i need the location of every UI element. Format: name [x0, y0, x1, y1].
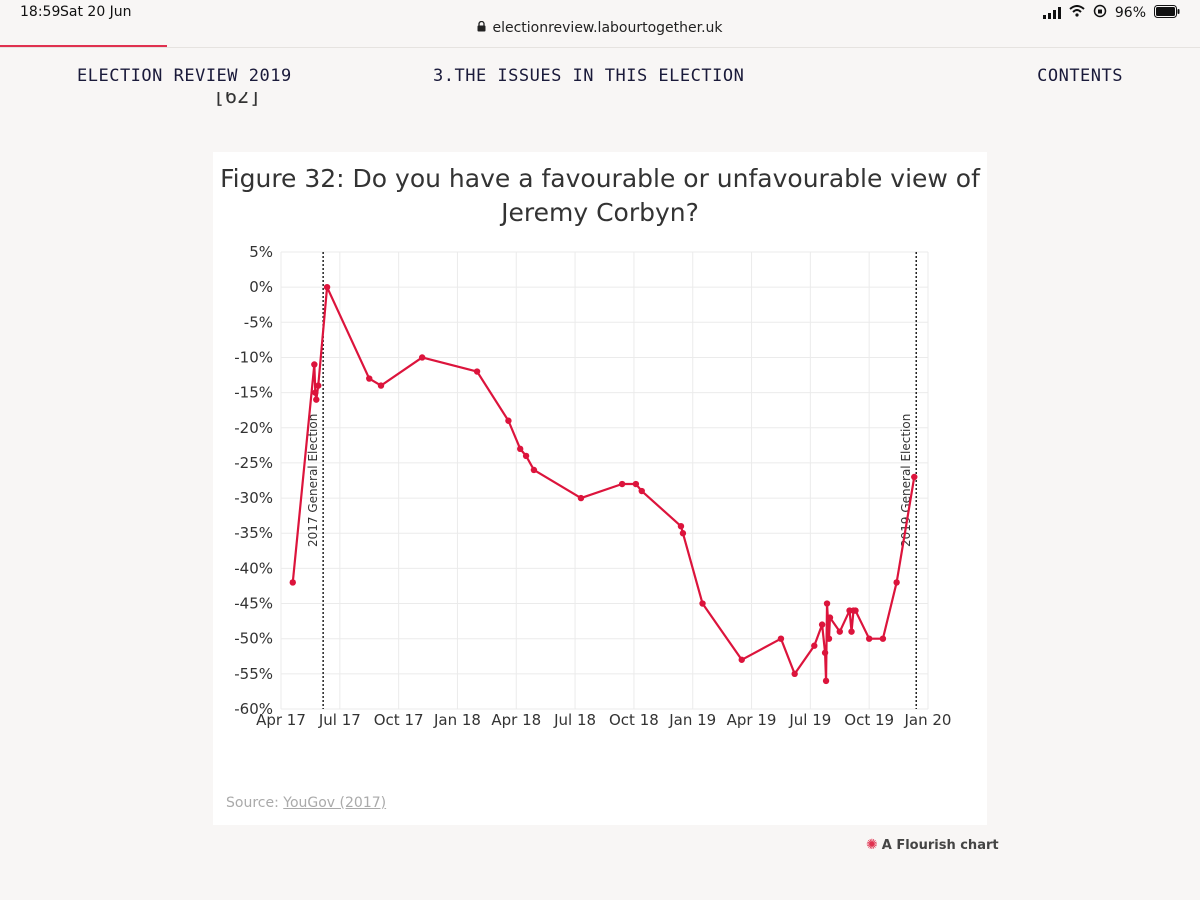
nav-section-title[interactable]: 3.THE ISSUES IN THIS ELECTION	[433, 66, 745, 86]
lock-icon	[477, 20, 486, 36]
data-point	[638, 487, 645, 495]
status-right: 96%	[1042, 4, 1180, 22]
url-text: electionreview.labourtogether.uk	[492, 20, 723, 36]
data-point	[777, 635, 785, 642]
battery-percent: 96%	[1114, 5, 1146, 21]
chart-title: Figure 32: Do you have a favourable or u…	[220, 164, 980, 227]
x-tick-label: Apr 17	[256, 711, 306, 729]
nav-contents-link[interactable]: CONTENTS	[1037, 66, 1123, 86]
data-point	[632, 480, 640, 488]
y-tick-label: -10%	[234, 348, 273, 366]
y-tick-label: -50%	[234, 630, 273, 648]
y-tick-label: -40%	[234, 559, 273, 577]
x-tick-label: Jan 18	[433, 711, 481, 729]
battery-icon	[1154, 4, 1180, 22]
y-tick-label: -55%	[234, 665, 273, 683]
data-point	[821, 649, 829, 656]
x-tick-label: Jan 19	[668, 711, 716, 729]
flourish-credit[interactable]: ✺ A Flourish chart	[866, 837, 999, 853]
data-point	[418, 354, 426, 361]
data-point	[311, 361, 318, 368]
y-tick-label: -60%	[234, 700, 273, 718]
progress-indicator	[0, 45, 167, 48]
data-point	[822, 677, 830, 685]
source-link[interactable]: YouGov (2017)	[283, 795, 387, 811]
data-point	[791, 670, 798, 678]
x-tick-label: Jan 20	[904, 711, 952, 729]
data-point	[699, 600, 706, 607]
footnote-ref: [62]	[213, 92, 273, 114]
data-point	[836, 628, 843, 635]
data-point	[522, 452, 530, 460]
data-point	[825, 635, 833, 642]
status-date: Sat 20 Jun	[60, 4, 132, 20]
line-chart: 5% 0% -5% -10% -15% -20% -25% -30% -35% -40% -45% -…	[234, 243, 952, 729]
data-point	[879, 635, 887, 642]
data-point	[848, 628, 855, 635]
nav-home-link[interactable]: ELECTION REVIEW 2019	[77, 66, 292, 86]
data-point	[505, 417, 512, 424]
header-divider	[0, 47, 1200, 48]
x-tick-label: Oct 17	[374, 711, 424, 729]
election-marker-label: 2019 General Election	[899, 414, 913, 547]
election-marker-label: 2017 General Election	[306, 414, 320, 547]
x-tick-label: Oct 19	[844, 711, 894, 729]
flourish-logo-icon: ✺	[866, 837, 878, 853]
data-point	[312, 389, 319, 396]
orientation-lock-icon	[1093, 4, 1107, 22]
data-point	[377, 382, 385, 389]
data-point	[865, 635, 873, 642]
data-point	[893, 579, 900, 586]
series-line	[291, 286, 916, 682]
y-tick-label: -20%	[234, 419, 273, 437]
source-label: Source:	[226, 795, 279, 811]
y-tick-label: 5%	[249, 243, 273, 261]
x-tick-label: Jul 17	[318, 711, 361, 729]
status-time: 18:59	[20, 4, 61, 20]
data-point	[811, 642, 818, 649]
y-tick-label: -30%	[234, 489, 273, 507]
data-point	[823, 600, 831, 607]
flourish-label: A Flourish chart	[881, 837, 999, 853]
data-point	[618, 480, 626, 488]
y-tick-label: -5%	[244, 313, 273, 331]
chart-card: Figure 32: Do you have a favourable or u…	[213, 152, 987, 825]
chart-source: Source: YouGov (2017)	[226, 795, 386, 811]
y-tick-label: -35%	[234, 524, 273, 542]
data-point	[323, 283, 331, 291]
data-point	[577, 494, 585, 502]
data-point	[530, 466, 538, 474]
x-tick-label: Oct 18	[609, 711, 659, 729]
data-point	[677, 523, 685, 530]
data-point	[289, 579, 296, 586]
data-point	[818, 621, 826, 628]
data-point	[911, 473, 918, 481]
footnote-ref-text: [62]	[213, 92, 262, 108]
data-point	[473, 368, 481, 375]
cellular-signal-icon	[1042, 7, 1061, 19]
x-tick-label: Jul 19	[788, 711, 831, 729]
site-nav: ELECTION REVIEW 2019 3.THE ISSUES IN THI…	[0, 66, 1200, 88]
data-point	[313, 396, 320, 403]
data-point	[315, 382, 322, 389]
data-point	[826, 614, 834, 621]
data-point	[516, 445, 524, 453]
y-tick-label: -15%	[234, 384, 273, 402]
data-point	[679, 530, 687, 537]
data-point	[738, 656, 745, 663]
y-tick-label: -25%	[234, 454, 273, 472]
data-point	[366, 375, 373, 382]
x-tick-label: Apr 18	[491, 711, 541, 729]
y-tick-label: 0%	[249, 278, 273, 296]
x-tick-label: Apr 19	[727, 711, 777, 729]
status-bar: 18:59 Sat 20 Jun 96%	[0, 0, 1200, 24]
x-tick-label: Jul 18	[553, 711, 596, 729]
y-tick-label: -45%	[234, 595, 273, 613]
data-point	[852, 607, 859, 614]
address-bar[interactable]: electionreview.labourtogether.uk	[0, 20, 1200, 46]
wifi-icon	[1069, 5, 1085, 21]
